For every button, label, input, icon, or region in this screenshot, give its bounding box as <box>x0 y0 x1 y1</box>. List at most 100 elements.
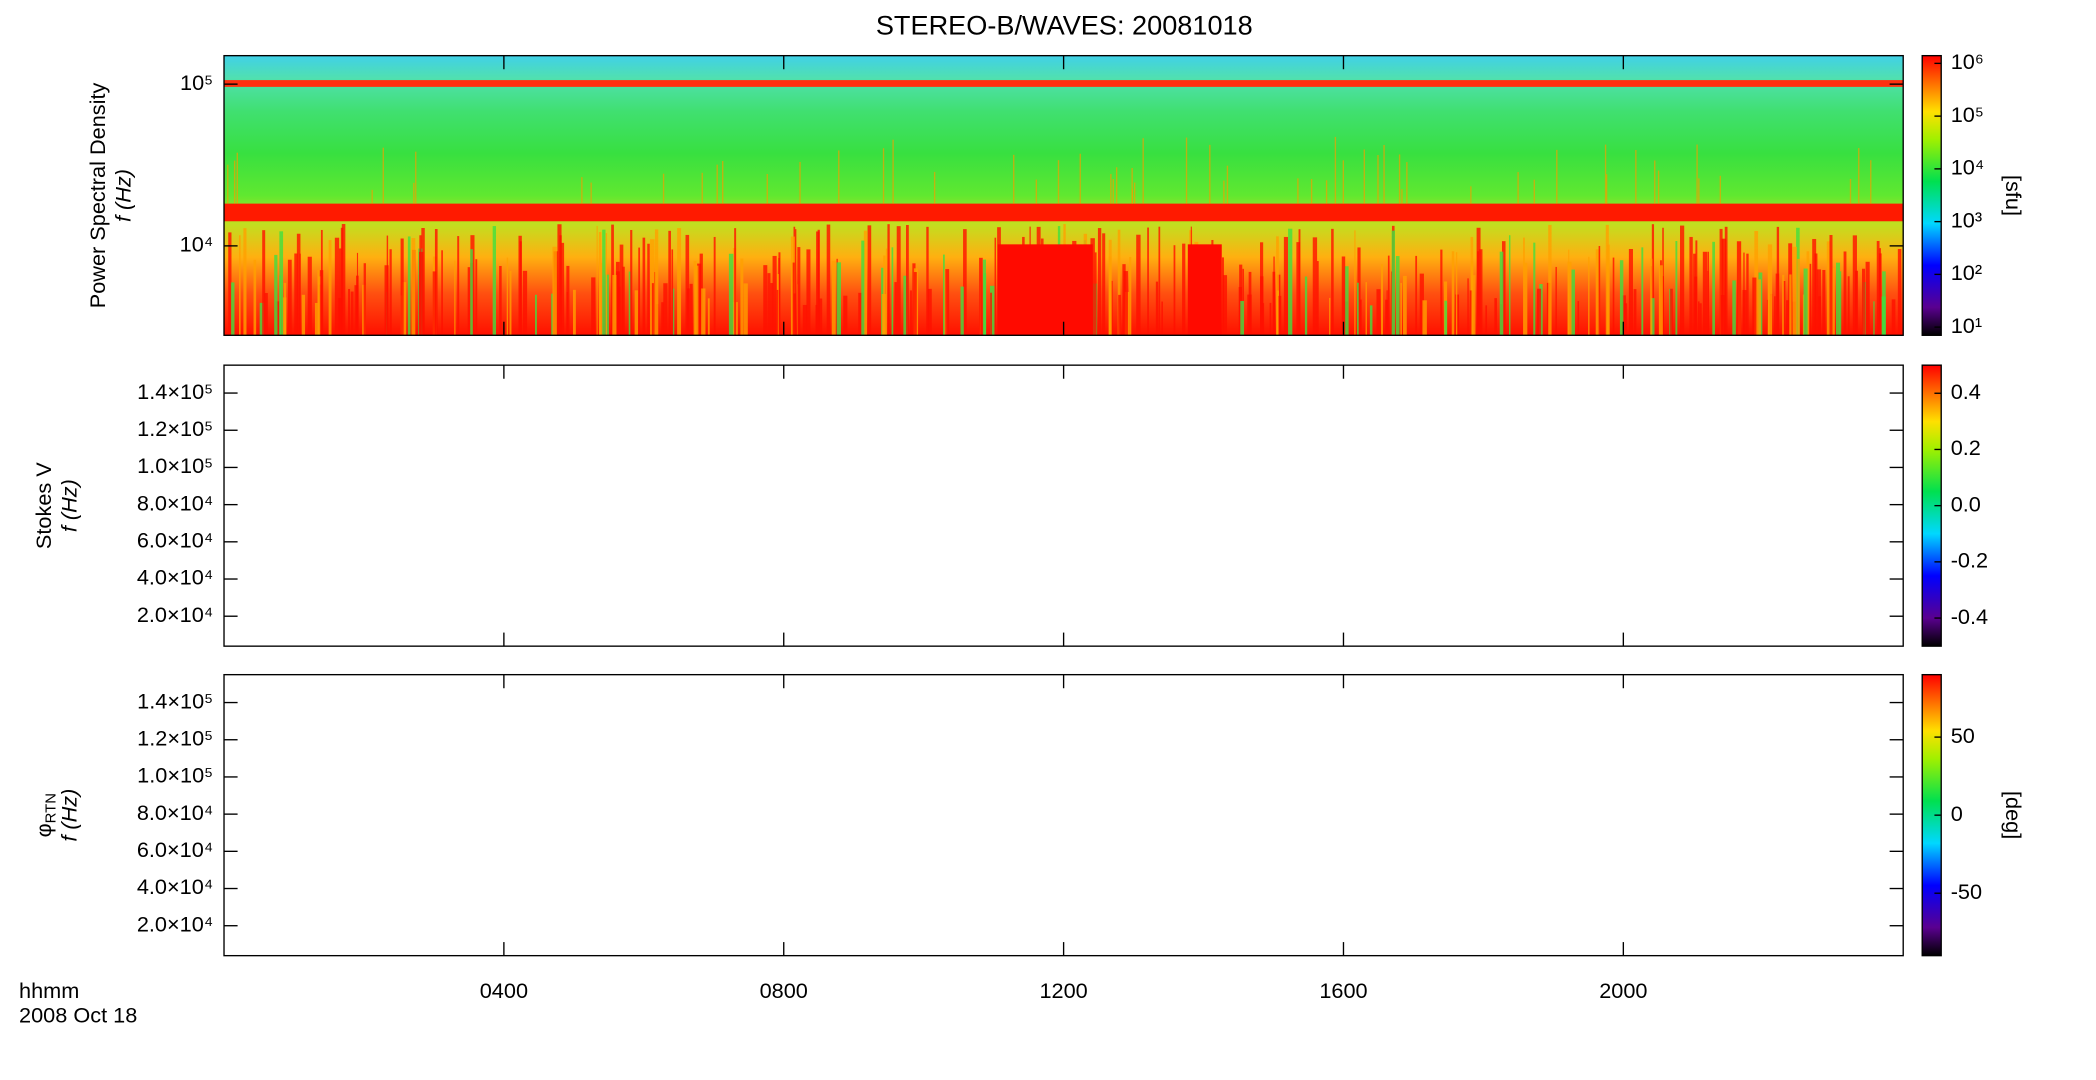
streak <box>896 226 901 336</box>
streak <box>1517 172 1519 204</box>
streak <box>1786 300 1790 336</box>
y-axis-label-sub: RTN <box>43 793 60 823</box>
streak <box>1467 278 1469 336</box>
streak <box>1079 153 1081 204</box>
streak <box>1606 244 1610 336</box>
streak <box>661 302 664 336</box>
streak <box>1670 288 1673 336</box>
streak <box>707 298 710 336</box>
streak <box>1470 186 1472 204</box>
streak <box>1809 263 1812 336</box>
y-axis-label-text: Power Spectral Density <box>85 83 110 309</box>
colorbar-tick-label: -50 <box>1951 879 1982 904</box>
plot-frame <box>223 673 1904 957</box>
streak <box>1142 138 1144 204</box>
streak <box>1696 144 1698 204</box>
streak <box>1556 149 1558 204</box>
streak <box>457 236 460 336</box>
streak <box>1316 261 1319 336</box>
streak <box>236 152 238 204</box>
streak <box>1501 241 1506 336</box>
streak <box>677 228 682 336</box>
streak <box>1133 182 1136 204</box>
streak <box>432 271 437 336</box>
streak <box>348 288 351 336</box>
streak <box>1650 298 1655 336</box>
streak <box>262 230 266 336</box>
streak <box>716 164 718 204</box>
streak <box>1312 237 1318 336</box>
y-axis-label: Power Spectral Density <box>85 83 110 309</box>
streak <box>776 289 779 336</box>
streak <box>1847 276 1850 336</box>
streak <box>1422 300 1427 336</box>
streak <box>913 272 917 336</box>
streak <box>363 263 366 336</box>
streak <box>927 288 932 336</box>
streak <box>1782 274 1785 336</box>
streak <box>1363 149 1365 204</box>
streak <box>402 282 407 336</box>
streak <box>836 262 842 336</box>
streak <box>454 260 456 336</box>
streak <box>566 265 570 336</box>
streak <box>341 223 346 336</box>
streak <box>1476 227 1481 336</box>
streak <box>1296 242 1301 336</box>
streak <box>867 225 872 336</box>
streak <box>1406 162 1408 204</box>
streak <box>799 161 801 204</box>
streak <box>662 173 665 204</box>
streak <box>1757 279 1761 336</box>
streak <box>1182 243 1186 336</box>
streak <box>1325 180 1328 204</box>
streak <box>642 237 646 336</box>
y-tick-label: 4.0×10⁴ <box>137 874 213 899</box>
streak <box>1524 262 1528 336</box>
streak <box>1223 180 1225 204</box>
streak <box>882 148 885 204</box>
streak <box>1852 235 1857 336</box>
streak <box>415 151 417 204</box>
streak <box>1822 269 1826 336</box>
y-axis-label: f (Hz) <box>111 169 136 222</box>
streak <box>1117 229 1121 336</box>
streak <box>767 273 771 336</box>
streak <box>1598 245 1601 336</box>
streak <box>1209 144 1211 204</box>
streak <box>1797 258 1800 336</box>
streak <box>320 229 323 336</box>
streak <box>1391 230 1395 336</box>
streak <box>509 270 512 336</box>
streak <box>1746 253 1749 336</box>
streak <box>282 297 287 336</box>
streak <box>1013 154 1015 204</box>
streak <box>843 295 848 336</box>
streak <box>1879 248 1881 336</box>
colorbar-tick-label: -0.2 <box>1951 548 1988 573</box>
streak <box>1223 275 1228 336</box>
streak <box>1276 236 1279 336</box>
streak <box>1537 288 1542 336</box>
streak <box>1158 226 1161 336</box>
streak <box>1131 167 1133 204</box>
streak <box>1469 290 1473 336</box>
streak <box>1650 258 1653 336</box>
streak <box>612 274 617 336</box>
y-tick-label: 1.0×10⁵ <box>137 453 213 478</box>
streak <box>622 266 625 336</box>
streak <box>596 225 598 336</box>
colorbar-label: [sfu] <box>2001 175 2026 216</box>
streak <box>1595 249 1600 336</box>
streak <box>933 171 936 204</box>
streak <box>1654 160 1656 204</box>
streak <box>994 237 997 336</box>
streak <box>1876 240 1880 336</box>
streak <box>1131 189 1134 204</box>
streak <box>1873 301 1875 336</box>
streak <box>1485 305 1488 336</box>
streak <box>1240 300 1245 336</box>
streak <box>1094 252 1097 336</box>
colorbar-tick-label: 10⁴ <box>1951 155 1984 180</box>
streak <box>770 283 774 336</box>
